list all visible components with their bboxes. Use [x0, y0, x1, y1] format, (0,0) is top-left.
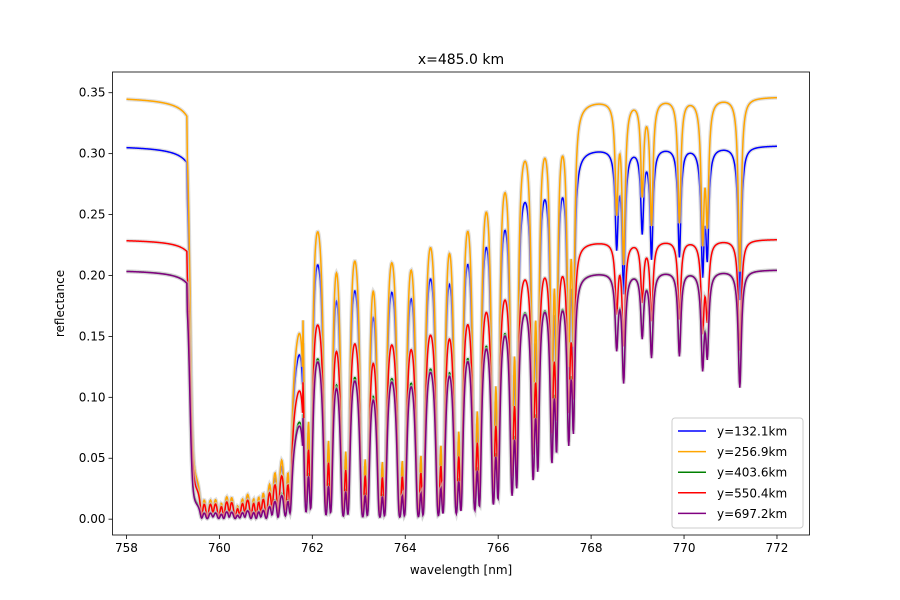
- legend-label: y=132.1km: [717, 425, 787, 439]
- legend-label: y=550.4km: [717, 486, 787, 500]
- x-tick-label: 770: [673, 541, 696, 555]
- x-tick-label: 758: [115, 541, 138, 555]
- series-line: [126, 269, 777, 520]
- legend-label: y=256.9km: [717, 445, 787, 459]
- series-layer: [126, 95, 778, 522]
- x-tick-label: 764: [394, 541, 417, 555]
- legend-label: y=403.6km: [717, 466, 787, 480]
- y-tick-label: 0.25: [79, 208, 106, 222]
- y-tick-label: 0.20: [79, 268, 106, 282]
- y-tick-label: 0.35: [79, 86, 106, 100]
- x-tick-label: 762: [301, 541, 324, 555]
- legend-label: y=697.2km: [717, 507, 787, 521]
- y-tick-label: 0.10: [79, 390, 106, 404]
- y-tick-label: 0.05: [79, 451, 106, 465]
- x-axis-label: wavelength [nm]: [410, 563, 512, 577]
- y-axis: 0.00 0.05 0.10 0.15 0.20 0.25 0.30 0.35: [79, 86, 113, 526]
- y-axis-label: reflectance: [53, 270, 67, 337]
- x-axis: 758 760 762 764 766 768 770 772: [115, 535, 788, 555]
- x-tick-label: 772: [766, 541, 789, 555]
- y-tick-label: 0.15: [79, 329, 106, 343]
- legend-box: [671, 417, 804, 529]
- x-tick-label: 760: [208, 541, 231, 555]
- legend: y=132.1km y=256.9km y=403.6km y=550.4km y=69…: [671, 417, 804, 529]
- y-tick-label: 0.00: [79, 512, 106, 526]
- y-tick-label: 0.30: [79, 147, 106, 161]
- x-tick-label: 768: [580, 541, 603, 555]
- plot-frame: [112, 71, 810, 536]
- chart-title: x=485.0 km: [418, 52, 504, 68]
- x-tick-label: 766: [487, 541, 510, 555]
